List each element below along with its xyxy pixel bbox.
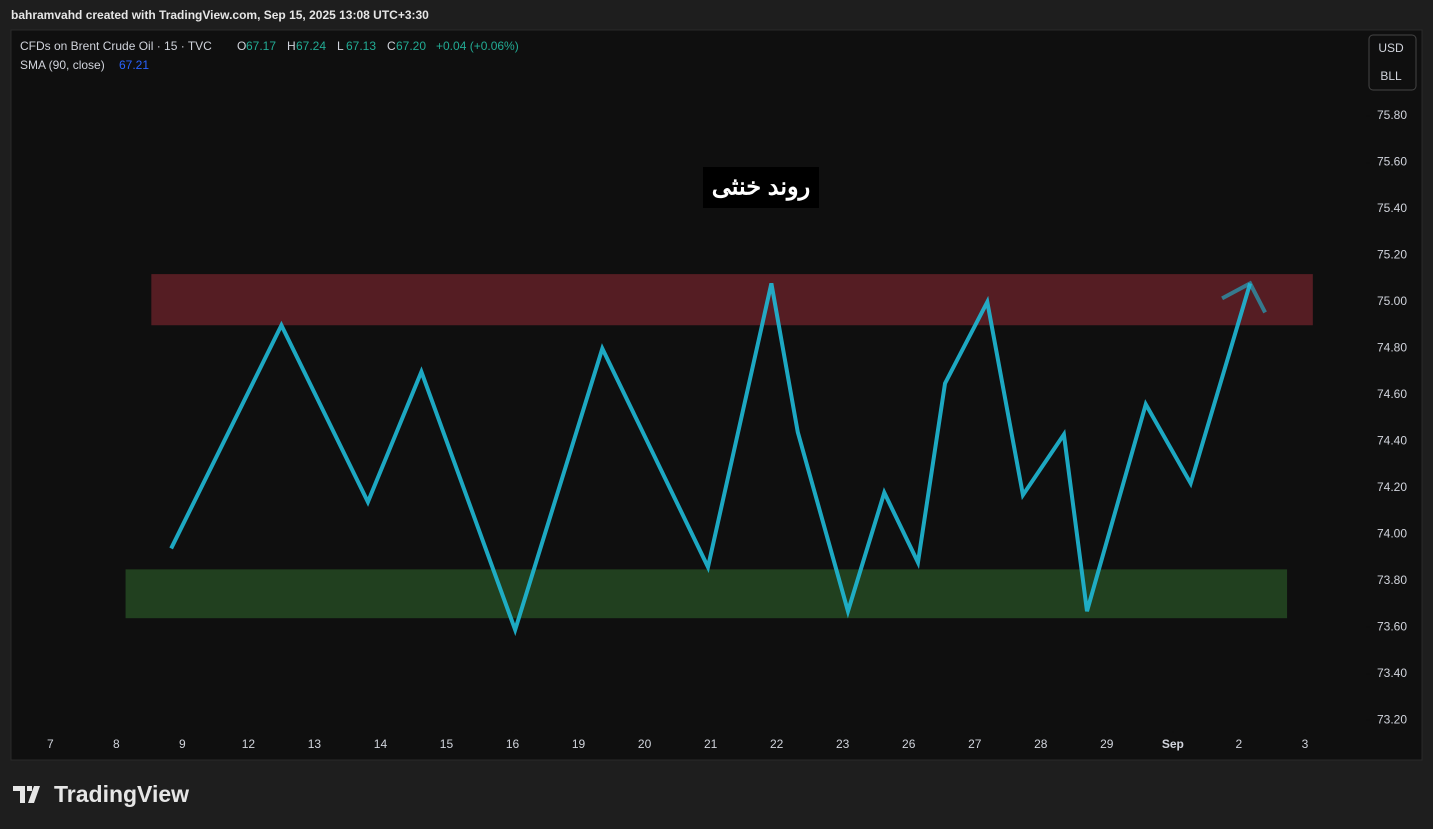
credit: bahramvahd created with TradingView.com,…: [11, 8, 429, 22]
symbol: CFDs on Brent Crude Oil · 15 · TVC: [20, 39, 212, 53]
y-tick-label: 73.20: [1377, 713, 1407, 727]
y-tick-label: 73.40: [1377, 666, 1407, 680]
y-tick-label: 74.60: [1377, 387, 1407, 401]
ohlc-value: 67.24: [296, 39, 326, 53]
currency-button[interactable]: [1368, 34, 1417, 91]
x-tick-label: 19: [572, 737, 586, 751]
change: +0.04 (+0.06%): [436, 39, 519, 53]
trend-line: [169, 282, 1253, 637]
x-tick-label: 27: [968, 737, 982, 751]
x-tick-label: 13: [308, 737, 322, 751]
x-tick-label: 22: [770, 737, 784, 751]
x-tick-label: 29: [1100, 737, 1114, 751]
y-tick-label: 75.00: [1377, 294, 1407, 308]
logo-icon: [13, 786, 40, 803]
x-tick-label: 14: [374, 737, 388, 751]
ohlc-key: O: [237, 39, 246, 53]
y-tick-label: 74.20: [1377, 480, 1407, 494]
plot: 73.20 73.40 73.60 73.80 74.00 74.20 74.40 74.60…: [47, 108, 1407, 751]
x-tick-label: 15: [440, 737, 454, 751]
ohlc-key: C: [387, 39, 396, 53]
y-tick-label: 75.60: [1377, 155, 1407, 169]
x-tick-label: 9: [179, 737, 186, 751]
brand: TradingView: [54, 781, 189, 807]
annotation-box: [703, 167, 819, 208]
x-tick-label: 21: [704, 737, 718, 751]
x-tick-label: 2: [1236, 737, 1243, 751]
y-tick-label: 75.20: [1377, 248, 1407, 262]
indicator-value: 67.21: [119, 58, 149, 72]
x-tick-label: 12: [242, 737, 256, 751]
ohlc-key: L: [337, 39, 344, 53]
zone: [125, 569, 1288, 619]
annotation: روند خنثی: [712, 173, 810, 201]
ohlc: O 67.17 H 67.24 L 67.13 C 67.20: [237, 39, 426, 53]
indicator: SMA (90, close): [20, 58, 105, 72]
y-tick-label: 73.60: [1377, 620, 1407, 634]
y-tick-label: 74.40: [1377, 434, 1407, 448]
y-tick-label: 74.80: [1377, 341, 1407, 355]
y-tick-label: 74.00: [1377, 527, 1407, 541]
ohlc-value: 67.13: [346, 39, 376, 53]
y-tick-label: 75.40: [1377, 201, 1407, 215]
ohlc-value: 67.17: [246, 39, 276, 53]
arrow-head: [1221, 280, 1267, 314]
x-tick-label: 7: [47, 737, 54, 751]
x-tick-label: 16: [506, 737, 520, 751]
ohlc-key: H: [287, 39, 296, 53]
ohlc-value: 67.20: [396, 39, 426, 53]
y-tick-label: 75.80: [1377, 108, 1407, 122]
chart-panel: [10, 29, 1423, 761]
currency[interactable]: USD: [1378, 41, 1404, 55]
x-tick-label: 20: [638, 737, 652, 751]
x-tick-label: 8: [113, 737, 120, 751]
unit[interactable]: BLL: [1380, 69, 1402, 83]
x-tick-label: 26: [902, 737, 916, 751]
x-tick-label: 28: [1034, 737, 1048, 751]
x-tick-label: 23: [836, 737, 850, 751]
zone: [151, 274, 1313, 326]
x-tick-label: Sep: [1162, 737, 1184, 751]
logo: TradingView: [13, 781, 189, 807]
y-tick-label: 73.80: [1377, 573, 1407, 587]
x-tick-label: 3: [1302, 737, 1309, 751]
